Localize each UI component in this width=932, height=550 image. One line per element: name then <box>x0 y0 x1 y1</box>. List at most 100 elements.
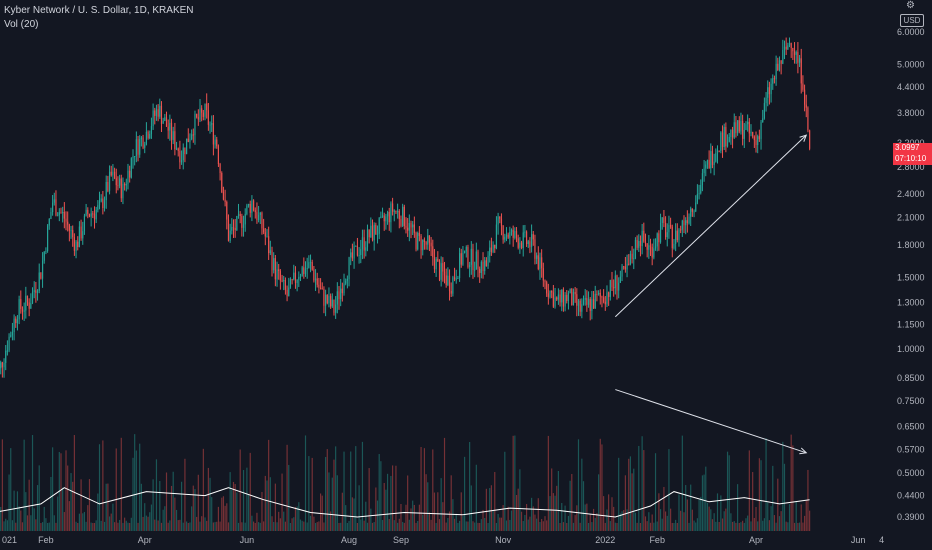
volume-bar <box>579 522 581 531</box>
volume-bar <box>400 503 402 531</box>
candle-body <box>718 150 720 152</box>
candle-body <box>552 292 554 307</box>
volume-bar <box>361 441 364 531</box>
candle-body <box>671 226 673 249</box>
candle-body <box>738 120 740 132</box>
candle-body <box>654 246 657 249</box>
volume-bar <box>423 448 426 531</box>
volume-bar <box>742 520 744 531</box>
candle-body <box>408 223 410 231</box>
candle-body <box>16 319 19 324</box>
candle-body <box>402 206 404 226</box>
candle-body <box>648 245 650 250</box>
candle-body <box>343 283 345 294</box>
volume-bar <box>577 439 580 531</box>
volume-bar <box>403 522 405 531</box>
price-tick-label: 1.5000 <box>897 272 925 282</box>
volume-bar <box>748 450 750 531</box>
candle-body <box>18 299 20 320</box>
candle-body <box>392 203 394 212</box>
volume-bar <box>601 444 603 531</box>
volume-bar <box>678 494 680 531</box>
candle-body <box>730 129 732 137</box>
candle-body <box>41 260 44 279</box>
candle-body <box>492 244 494 252</box>
volume-bar <box>618 457 620 531</box>
candle-body <box>499 216 501 219</box>
candle-body <box>142 137 144 148</box>
candle-body <box>13 318 15 333</box>
candle-body <box>554 297 556 307</box>
volume-bar <box>60 453 62 531</box>
volume-bar <box>567 515 570 531</box>
candle-body <box>269 250 271 254</box>
candle-body <box>495 224 498 249</box>
candle-body <box>217 146 220 165</box>
currency-button[interactable]: USD <box>900 14 924 27</box>
time-axis[interactable]: 021 Feb Apr Jun Aug Sep Nov 2022 Feb Apr Jun 4 <box>2 535 884 545</box>
price-tick-label: 6.0000 <box>897 27 925 37</box>
candle-body <box>480 261 482 273</box>
volume-bar <box>482 509 484 531</box>
candle-body <box>485 260 487 267</box>
volume-bar <box>301 520 303 531</box>
volume-bar <box>512 435 514 531</box>
symbol-title[interactable]: Kyber Network / U. S. Dollar, 1D, KRAKEN <box>4 5 194 16</box>
candle-body <box>618 282 620 291</box>
volume-bar <box>760 460 762 531</box>
volume-bar <box>113 522 116 531</box>
volume-bar <box>472 521 474 531</box>
volume-bar <box>604 522 606 531</box>
volume-bar <box>103 521 106 531</box>
candle-body <box>385 216 387 222</box>
candle-body <box>490 247 492 252</box>
trendline <box>615 389 807 454</box>
volume-bar <box>204 517 206 531</box>
volume-bar <box>773 515 776 531</box>
candle-body <box>346 279 348 281</box>
volume-bar <box>706 502 709 531</box>
volume-bar <box>762 520 764 531</box>
candle-body <box>510 229 513 233</box>
candle-body <box>209 124 211 126</box>
volume-bar <box>522 521 524 531</box>
candle-body <box>318 284 320 288</box>
candle-body <box>653 248 655 258</box>
volume-bar <box>299 519 302 531</box>
gear-icon[interactable]: ⚙ <box>906 0 915 11</box>
volume-bar <box>120 437 122 531</box>
volume-bar <box>792 445 794 531</box>
candle-body <box>397 211 399 213</box>
volume-bar <box>621 511 623 531</box>
price-tick-label: 0.8500 <box>897 373 925 383</box>
volume-bar <box>152 479 154 531</box>
volume-bar <box>157 520 159 531</box>
candle-body <box>440 263 442 280</box>
volume-bar <box>798 522 801 531</box>
volume-bar <box>477 522 479 531</box>
volume-bar <box>165 472 168 531</box>
candle-body <box>524 231 526 233</box>
candle-body <box>219 164 221 173</box>
candle-body <box>413 224 415 233</box>
volume-bar <box>83 511 86 531</box>
volume-indicator-label[interactable]: Vol (20) <box>4 19 39 30</box>
candle-body <box>475 251 477 270</box>
candle-body <box>428 235 431 243</box>
price-axis[interactable]: 6.00005.00004.40003.80003.20002.80002.40… <box>897 27 925 522</box>
candle-body <box>132 156 134 159</box>
volume-bar <box>681 435 683 531</box>
volume-bar <box>3 521 5 531</box>
volume-bar <box>418 504 420 531</box>
legend: Kyber Network / U. S. Dollar, 1D, KRAKEN… <box>4 4 194 32</box>
candle-body <box>353 245 355 259</box>
candle-body <box>777 63 779 71</box>
candle-body <box>333 299 335 313</box>
volume-bar <box>561 502 563 531</box>
volume-bar <box>440 478 442 531</box>
volume-bar <box>397 522 399 531</box>
volume-bar <box>539 521 541 531</box>
volume-bar <box>772 465 774 531</box>
candle-body <box>227 219 230 241</box>
